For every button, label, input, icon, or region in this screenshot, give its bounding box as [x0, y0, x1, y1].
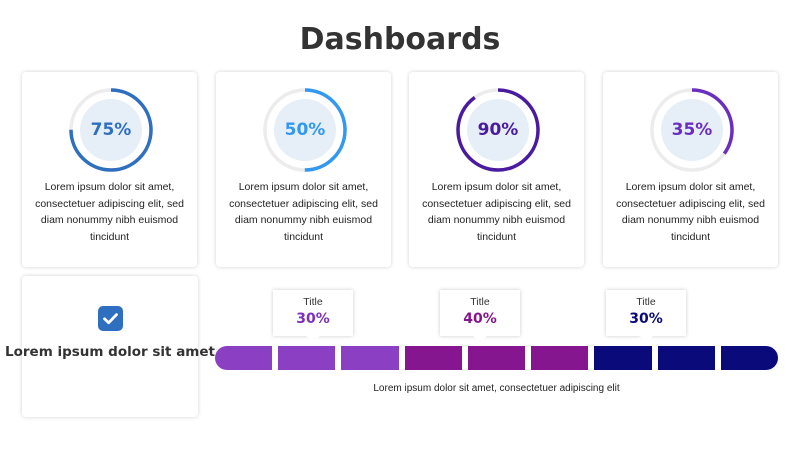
gauge-arc-4 [650, 88, 734, 172]
check-icon [98, 306, 123, 331]
progress-caption: Lorem ipsum dolor sit amet, consectetuer… [373, 383, 620, 394]
gauge-ring-1: 75% [69, 88, 153, 172]
gauge-percent-3: 90% [477, 120, 519, 140]
callout-value-3: 30% [629, 311, 663, 327]
gauge-arc-3 [456, 88, 540, 172]
progress-segment-2 [278, 346, 336, 370]
callout-title-2: Title [470, 296, 490, 308]
gauge-description-3: Lorem ipsum dolor sit amet, consectetuer… [422, 181, 571, 243]
gauge-card-4: 35% Lorem ipsum dolor sit amet, consecte… [603, 72, 778, 267]
progress-segment-8 [657, 346, 715, 370]
callout-3: Title 30% [606, 290, 686, 342]
gauge-description-1: Lorem ipsum dolor sit amet, consectetuer… [35, 181, 184, 243]
callout-title-1: Title [303, 296, 323, 308]
callout-1: Title 30% [273, 290, 353, 342]
summary-card [22, 276, 198, 417]
progress-segment-9 [720, 346, 778, 370]
callout-value-1: 30% [296, 311, 330, 327]
progress-segment-4 [404, 346, 462, 370]
progress-segment-5 [467, 346, 526, 370]
gauge-card-2: 50% Lorem ipsum dolor sit amet, consecte… [216, 72, 391, 267]
gauge-percent-2: 50% [284, 120, 326, 140]
progress-segment-1 [215, 346, 273, 370]
gauge-description-2: Lorem ipsum dolor sit amet, consectetuer… [229, 181, 378, 243]
callout-2: Title 40% [440, 290, 520, 342]
gauge-percent-1: 75% [90, 120, 132, 140]
gauge-description-4: Lorem ipsum dolor sit amet, consectetuer… [616, 181, 765, 243]
gauge-card-3: 90% Lorem ipsum dolor sit amet, consecte… [409, 72, 584, 267]
gauge-ring-2: 50% [263, 88, 347, 172]
gauge-ring-4: 35% [650, 88, 734, 172]
progress-segment-3 [341, 346, 399, 370]
summary-text: Lorem ipsum dolor sit amet [5, 344, 215, 360]
gauge-card-1: 75% Lorem ipsum dolor sit amet, consecte… [22, 72, 197, 267]
gauge-arc-2 [263, 88, 347, 172]
gauge-arc-1 [69, 88, 153, 172]
progress-segment-7 [594, 346, 652, 370]
page-title: Dashboards [299, 22, 501, 57]
callout-title-3: Title [636, 296, 656, 308]
gauge-percent-4: 35% [671, 120, 713, 140]
callout-value-2: 40% [463, 311, 497, 327]
progress-segment-6 [531, 346, 589, 370]
gauge-ring-3: 90% [456, 88, 540, 172]
